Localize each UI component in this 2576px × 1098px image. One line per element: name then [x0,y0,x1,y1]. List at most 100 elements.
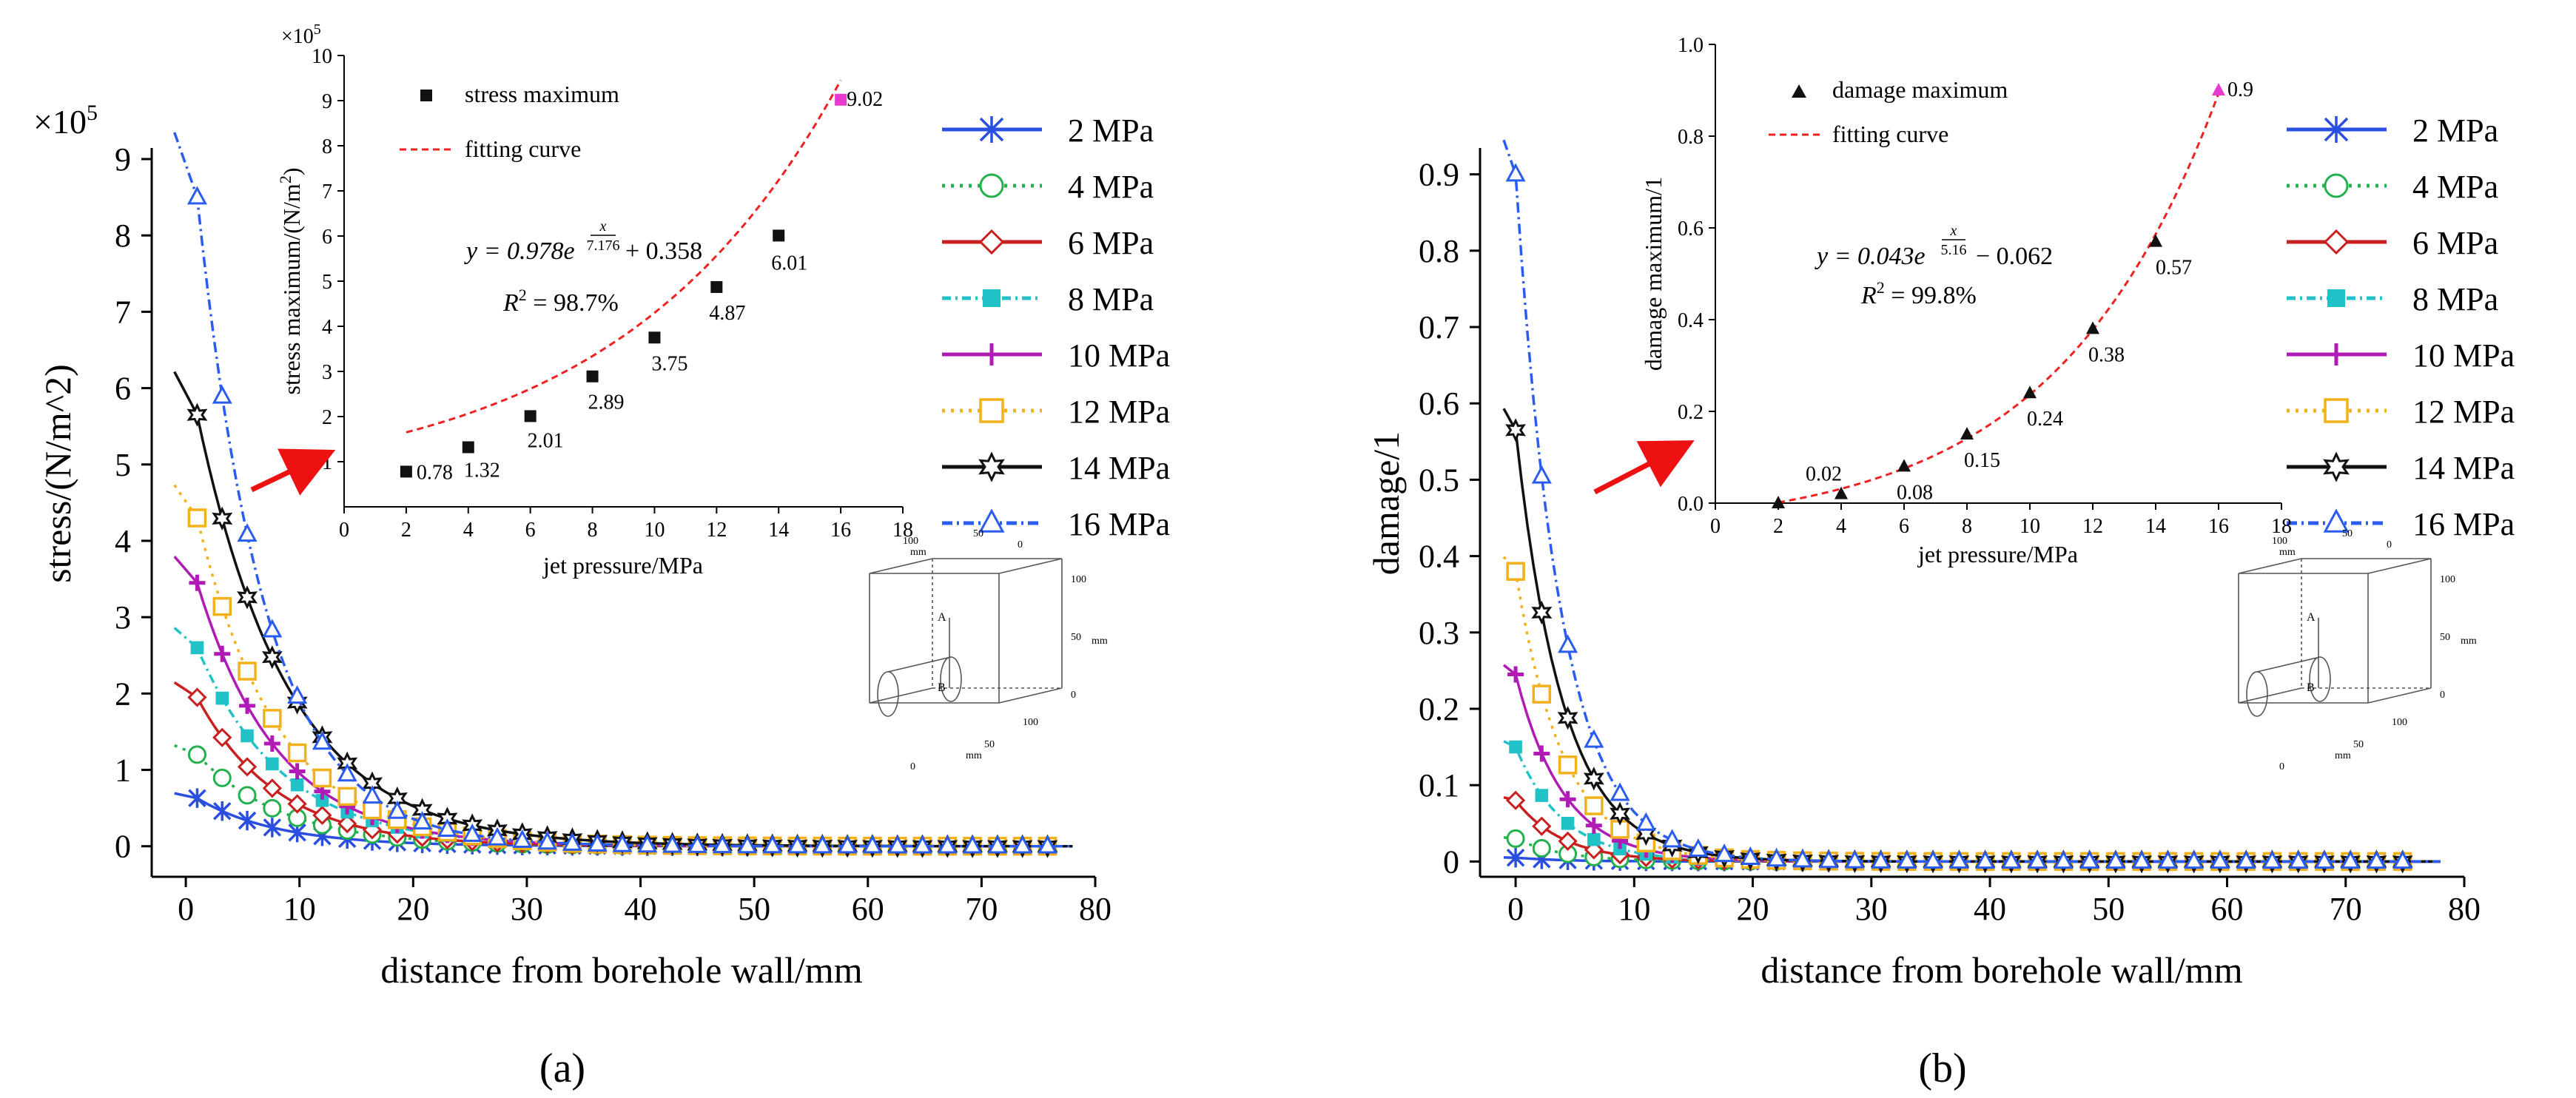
inset-b-point [2212,83,2225,95]
main-b-point-8MPa [1509,740,1522,754]
inset-a-ytick-label: 6 [322,226,332,249]
b-legend-marker-icon [2327,289,2345,307]
inset-b-legend-triangle-icon [1792,84,1806,98]
inset-b-ytick-label: 0.8 [1678,126,1704,149]
main-b-point-16MPa [1766,848,1787,867]
inset-a-xtick-label: 12 [706,519,727,542]
main-b-point-16MPa [2184,850,2205,869]
main-b-point-16MPa [1558,634,1578,653]
main-b-point-8MPa [1587,832,1601,846]
main-b-point-16MPa [1792,849,1813,868]
main-a-point-8MPa [315,794,329,807]
main-a-point-16MPa [712,835,733,854]
main-a-point-6MPa [212,727,232,747]
inset-b-xtick-label: 12 [2082,515,2103,538]
main-b-point-16MPa [2366,850,2387,869]
box-a-unit-bottom: mm [966,750,982,761]
main-a-line-10MPa [173,555,1073,848]
main-b-point-16MPa [2131,850,2152,869]
a-legend-item: 12 MPa [942,394,1170,430]
main-a-point-12MPa [287,743,307,763]
a-legend-label: 12 MPa [1068,394,1170,430]
inset-a-point [648,331,661,344]
main-a-point-2MPa [238,810,257,831]
main-b-xtick-label: 10 [1618,891,1650,927]
main-a-point-12MPa [263,709,282,728]
main-a-point-12MPa [312,768,332,788]
main-a-point-16MPa [287,685,308,704]
a-legend-item: 4 MPa [942,169,1154,205]
inset-b-point-label: 0.38 [2088,343,2125,366]
box-a-edge [869,558,933,574]
inset-a-point-label: 1.32 [464,459,500,482]
main-b-ytick-label: 0.3 [1419,615,1459,651]
a-legend-item: 8 MPa [942,281,1154,317]
inset-a-xtick-label: 18 [892,519,913,542]
box-a-tick-bottom-0: 0 [910,761,915,772]
b-legend-item: 8 MPa [2287,281,2498,317]
a-legend-item: 10 MPa [942,337,1170,374]
inset-a-xtick-label: 6 [525,519,536,542]
inset-a-r2: R2 = 98.7% [502,286,619,317]
main-b-point-16MPa [2288,850,2309,869]
box-b-tick-right-100: 100 [2440,574,2455,585]
box-a-edge [998,687,1063,704]
inset-a-xlabel: jet pressure/MPa [542,552,703,579]
inset-a-xtick-label: 2 [401,519,411,542]
b-legend-item: 4 MPa [2287,169,2498,205]
main-b-point-16MPa [1818,849,1839,869]
inset-a-eq-num: x [599,218,607,235]
main-a-series-6mpa [173,681,1073,856]
main-a-point-16MPa [787,835,808,854]
b-legend-label: 6 MPa [2412,225,2498,261]
box-b-edge [2367,687,2432,704]
box-b-cylinder-end [2309,656,2331,702]
main-a-point-10MPa [289,763,306,780]
main-a-line-4MPa [174,744,1073,848]
inset-b-fit-curve [1778,92,2220,504]
a-legend-marker-icon [979,398,1004,423]
a-legend-item: 16 MPa [942,506,1170,542]
main-b-ytick-label: 0.5 [1419,462,1459,498]
main-a-series-12mpa [173,484,1073,856]
a-legend-item: 14 MPa [942,450,1170,486]
main-b-point-16MPa [2261,850,2282,869]
main-a-xtick-label: 70 [965,891,998,927]
box-a-tick-right-0: 0 [1071,690,1076,701]
b-legend-item: 16 MPa [2287,506,2515,542]
a-legend-item: 2 MPa [942,112,1154,149]
main-b-point-16MPa [2392,850,2413,869]
inset-b-r2: R2 = 99.8% [1860,278,1977,309]
main-a-point-16MPa [1037,835,1057,854]
box-a-tick-right-50: 50 [1071,632,1081,643]
main-b-point-10MPa [1507,666,1524,683]
b-legend-item: 14 MPa [2287,450,2515,486]
inset-a-legend-points: stress maximum [465,81,619,107]
main-a-point-16MPa [387,800,408,819]
main-b-point-12MPa [1584,796,1604,815]
inset-b-ytick-label: 0.4 [1678,309,1704,332]
box-b-label-b: B [2307,681,2315,694]
main-b-point-16MPa [1584,729,1604,748]
inset-b-ylabel: damage maximum/1 [1640,177,1667,371]
box-a-edge [998,558,1063,574]
inset-a-eq-den: 7.176 [587,238,620,254]
main-b-point-16MPa [1897,849,1917,869]
inset-a-point [773,229,785,242]
main-b-point-12MPa [1532,684,1552,704]
inset-a-ytick-label: 9 [322,90,332,113]
b-legend-label: 4 MPa [2412,169,2498,205]
main-b-series [1502,139,2441,874]
inset-b-eq-num: x [1950,223,1957,239]
box-a-tick-right-100: 100 [1071,574,1086,585]
main-b-point-12MPa [1558,755,1578,775]
main-b-xtick-label: 70 [2330,891,2362,927]
main-a-point-6MPa [337,814,357,834]
inset-a-ytick-label: 3 [322,361,332,384]
a-legend-marker-icon [979,173,1004,198]
main-a-point-8MPa [241,729,254,743]
main-a-ylabel: stress/(N/m^2) [37,364,78,583]
main-a-point-2MPa [263,818,282,838]
